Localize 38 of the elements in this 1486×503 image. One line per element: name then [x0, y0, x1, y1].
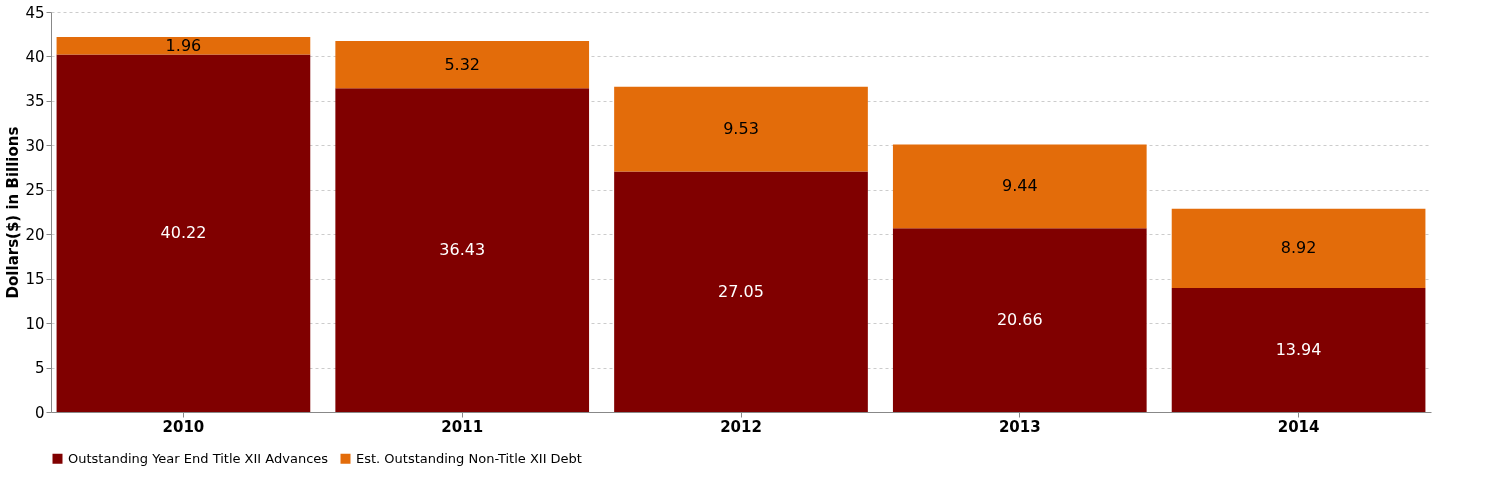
y-tick-label: 15	[25, 270, 45, 289]
data-label: 9.44	[1001, 176, 1038, 196]
y-tick-label: 40	[25, 47, 45, 66]
bar	[335, 88, 590, 412]
legend-label: Est. Outstanding Non-Title XII Debt	[356, 450, 582, 466]
y-tick-label: 20	[25, 225, 45, 244]
data-label: 5.32	[444, 54, 481, 74]
x-tick-label: 2010	[162, 417, 205, 436]
data-label: 13.94	[1275, 340, 1322, 360]
bar	[56, 54, 311, 412]
bar	[614, 86, 868, 172]
bar	[1171, 208, 1426, 289]
data-label: 1.96	[165, 35, 202, 55]
bar	[892, 228, 1147, 412]
x-tick-label: 2014	[1277, 417, 1320, 436]
y-tick-label: 5	[34, 359, 45, 378]
data-label: 20.66	[996, 310, 1043, 330]
bar	[335, 40, 590, 89]
bar	[892, 144, 1147, 229]
y-tick-label: 35	[25, 92, 45, 111]
x-tick-label: 2012	[720, 417, 762, 436]
data-label: 36.43	[439, 240, 486, 260]
y-tick-label: 30	[25, 136, 45, 155]
y-tick-label: 10	[25, 314, 45, 333]
x-tick-label: 2013	[998, 417, 1041, 436]
y-axis-title: Dollars($) in Billions	[4, 126, 23, 299]
data-label: 27.05	[718, 281, 764, 301]
data-label: 8.92	[1280, 238, 1317, 258]
data-label: 9.53	[723, 119, 759, 139]
y-tick-label: 25	[25, 181, 45, 200]
bar	[614, 171, 868, 412]
legend-label: Outstanding Year End Title XII Advances	[68, 450, 329, 466]
bar	[56, 37, 311, 55]
y-tick-label: 45	[25, 3, 45, 22]
y-tick-label: 0	[34, 403, 45, 422]
data-label: 40.22	[160, 223, 207, 243]
x-tick-label: 2011	[441, 417, 484, 436]
bar	[1171, 288, 1426, 412]
